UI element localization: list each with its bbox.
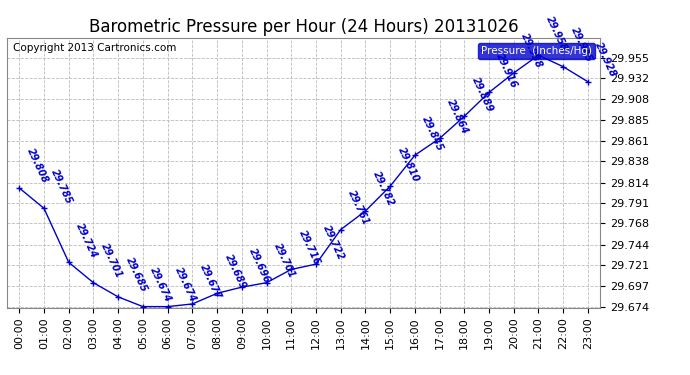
Text: 29.808: 29.808 xyxy=(25,147,50,185)
Text: 29.701: 29.701 xyxy=(99,242,124,280)
Text: 29.722: 29.722 xyxy=(322,223,346,261)
Text: 29.689: 29.689 xyxy=(223,252,248,291)
Title: Barometric Pressure per Hour (24 Hours) 20131026: Barometric Pressure per Hour (24 Hours) … xyxy=(89,18,518,36)
Text: Copyright 2013 Cartronics.com: Copyright 2013 Cartronics.com xyxy=(13,43,176,53)
Text: 29.810: 29.810 xyxy=(395,145,421,183)
Text: 29.674: 29.674 xyxy=(148,266,173,304)
Text: 29.845: 29.845 xyxy=(420,114,445,153)
Text: 29.928: 29.928 xyxy=(593,41,618,79)
Text: 29.889: 29.889 xyxy=(470,75,495,114)
Text: 29.945: 29.945 xyxy=(569,26,593,64)
Text: 29.761: 29.761 xyxy=(346,189,371,227)
Text: 29.958: 29.958 xyxy=(544,14,569,52)
Legend: Pressure  (Inches/Hg): Pressure (Inches/Hg) xyxy=(478,43,595,59)
Text: 29.938: 29.938 xyxy=(520,32,544,70)
Text: 29.677: 29.677 xyxy=(198,263,223,301)
Text: 29.724: 29.724 xyxy=(75,221,99,260)
Text: 29.701: 29.701 xyxy=(272,242,297,280)
Text: 29.782: 29.782 xyxy=(371,170,396,208)
Text: 29.716: 29.716 xyxy=(297,228,322,267)
Text: 29.674: 29.674 xyxy=(173,266,198,304)
Text: 29.864: 29.864 xyxy=(445,98,470,136)
Text: 29.696: 29.696 xyxy=(247,246,273,284)
Text: 29.785: 29.785 xyxy=(50,167,75,206)
Text: 29.916: 29.916 xyxy=(495,51,520,90)
Text: 29.685: 29.685 xyxy=(124,256,148,294)
